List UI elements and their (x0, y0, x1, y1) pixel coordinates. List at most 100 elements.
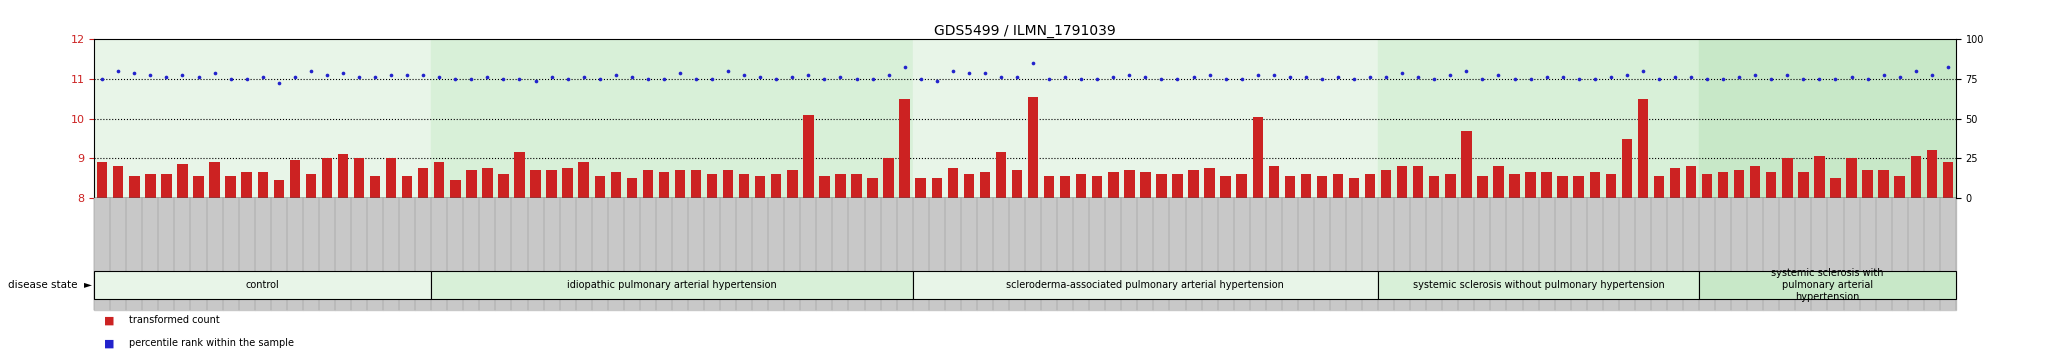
Point (647, 76, 680, 82)
Bar (498, 175, 508, 198)
Point (1450, 68, 1483, 74)
Bar (1604, 198, 1618, 310)
Point (727, 72, 760, 78)
Point (1692, 76, 1724, 82)
Bar (1765, 172, 1776, 198)
Bar (1538, 198, 1554, 310)
Bar (1413, 166, 1423, 198)
Bar (305, 175, 315, 198)
Point (1194, 72, 1227, 78)
Point (1868, 72, 1901, 78)
Bar (145, 175, 156, 198)
Bar (258, 172, 268, 198)
Bar (127, 198, 143, 310)
Bar (481, 169, 494, 198)
Point (1755, 76, 1788, 82)
Bar (1667, 198, 1683, 310)
Bar (1927, 150, 1937, 198)
Bar (1683, 198, 1700, 310)
Bar (129, 176, 139, 198)
Bar (1718, 172, 1729, 198)
Bar (639, 198, 655, 310)
Point (1675, 74, 1708, 80)
Bar (209, 162, 219, 198)
Bar (1204, 169, 1214, 198)
Bar (690, 170, 700, 198)
Bar (948, 169, 958, 198)
Bar (322, 159, 332, 198)
Text: systemic sclerosis with
pulmonary arterial
hypertension: systemic sclerosis with pulmonary arteri… (1772, 268, 1884, 302)
Point (584, 76, 616, 82)
Bar (96, 162, 106, 198)
Point (1819, 76, 1851, 82)
Bar (1815, 156, 1825, 198)
Bar (1731, 198, 1747, 310)
Bar (1876, 198, 1892, 310)
Point (1898, 68, 1931, 74)
Bar (496, 198, 512, 310)
Point (535, 74, 567, 80)
Point (1772, 72, 1804, 78)
Text: ■: ■ (104, 315, 115, 325)
Point (1884, 74, 1917, 80)
Bar (1763, 198, 1780, 310)
Point (1001, 74, 1034, 80)
Point (969, 70, 1001, 76)
Point (102, 68, 135, 74)
Point (1788, 76, 1821, 82)
Bar (1638, 99, 1649, 198)
Bar (543, 198, 559, 310)
Point (358, 74, 391, 80)
Bar (897, 198, 913, 310)
Bar (913, 271, 1378, 299)
Bar (113, 166, 123, 198)
Bar (1044, 176, 1055, 198)
Bar (625, 198, 639, 310)
Bar (643, 170, 653, 198)
Point (1032, 76, 1065, 82)
Bar (831, 198, 848, 310)
Bar (1442, 198, 1458, 310)
Bar (1491, 198, 1507, 310)
Point (342, 74, 375, 80)
Point (1049, 74, 1081, 80)
Bar (1157, 175, 1167, 198)
Bar (1057, 198, 1073, 310)
Bar (1253, 116, 1264, 198)
Bar (1395, 198, 1411, 310)
Bar (899, 99, 909, 198)
Bar (1702, 175, 1712, 198)
Text: ■: ■ (104, 338, 115, 348)
Point (616, 74, 649, 80)
Point (1081, 76, 1114, 82)
Bar (338, 154, 348, 198)
Bar (190, 198, 207, 310)
Bar (1892, 198, 1907, 310)
Point (1513, 76, 1546, 82)
Bar (451, 180, 461, 198)
Point (1016, 60, 1049, 66)
Bar (514, 153, 524, 198)
Point (936, 68, 969, 74)
Bar (1460, 131, 1473, 198)
Point (471, 74, 504, 80)
Bar (1939, 198, 1956, 310)
Point (229, 76, 262, 82)
Point (1595, 74, 1628, 80)
Point (889, 64, 922, 70)
Point (1128, 74, 1161, 80)
Bar (739, 175, 750, 198)
Bar (1669, 169, 1679, 198)
Point (1483, 72, 1516, 78)
Bar (965, 175, 975, 198)
Bar (512, 198, 528, 310)
Bar (1782, 159, 1792, 198)
Point (199, 70, 231, 76)
Point (1354, 74, 1386, 80)
Point (793, 72, 825, 78)
Bar (575, 198, 592, 310)
Bar (399, 198, 416, 310)
Bar (1475, 198, 1491, 310)
Bar (547, 170, 557, 198)
Point (86, 76, 119, 82)
